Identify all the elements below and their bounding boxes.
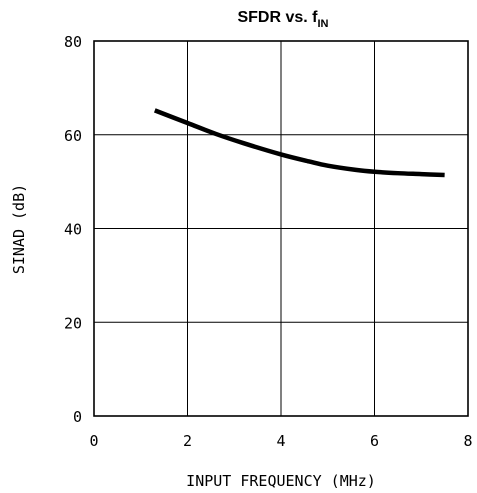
x-tick-label: 4 [276,432,285,450]
x-tick-label: 0 [89,432,98,450]
y-tick-label: 0 [73,408,82,426]
chart-title-main: SFDR vs. f [237,9,318,26]
x-tick-labels: 0 2 4 6 8 [89,432,472,450]
y-tick-labels: 0 20 40 60 80 [64,33,82,426]
y-tick-label: 20 [64,314,82,332]
y-axis-label: SINAD (dB) [10,184,28,274]
x-tick-label: 6 [370,432,379,450]
grid [94,41,468,416]
x-tick-label: 8 [463,432,472,450]
chart-title-subscript: IN [318,18,329,30]
x-tick-label: 2 [183,432,192,450]
x-axis-label: INPUT FREQUENCY (MHz) [186,472,376,490]
chart-title: SFDR vs. fIN [237,9,328,30]
y-tick-label: 80 [64,33,82,51]
series-line [153,108,445,178]
series-group [153,108,445,178]
y-tick-label: 40 [64,221,82,239]
plot-frame [93,40,469,417]
y-tick-label: 60 [64,127,82,145]
